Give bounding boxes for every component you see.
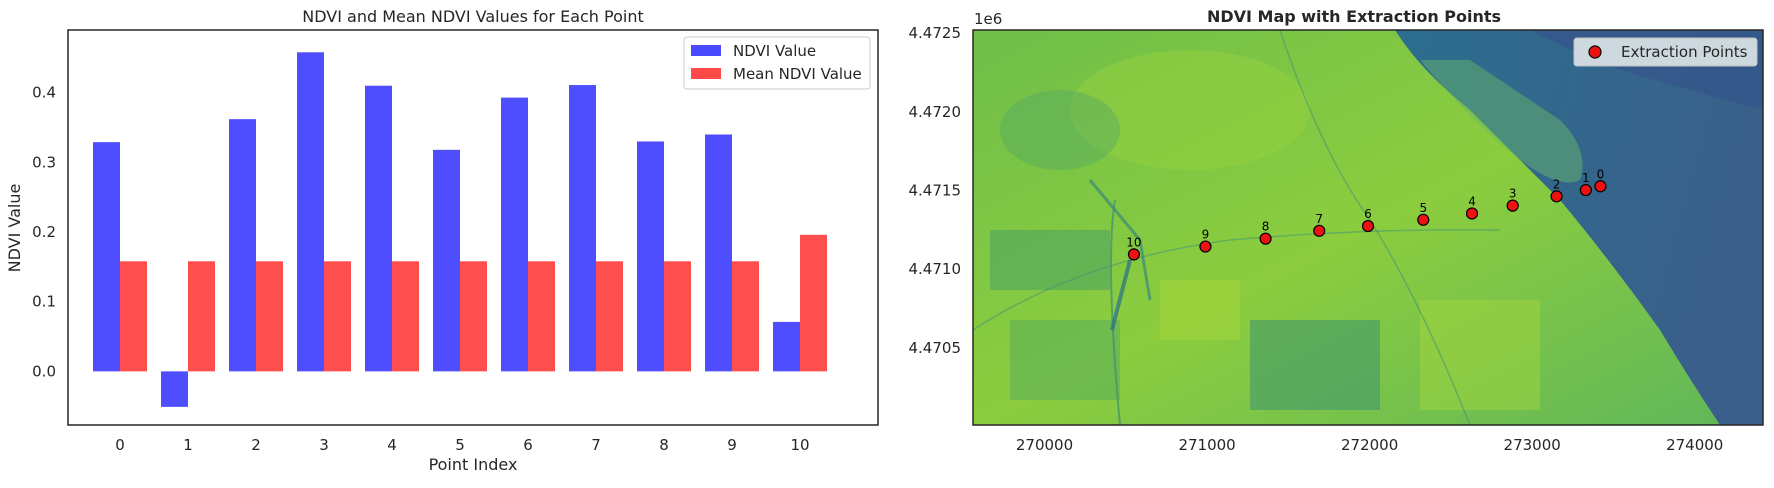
map-y-tick-label: 4.4705	[909, 339, 962, 357]
extraction-point-0	[1595, 181, 1606, 192]
map-x-tick-label: 274000	[1666, 436, 1723, 454]
extraction-point-label-6: 6	[1364, 207, 1372, 221]
bar-y-tick-label: 0.2	[32, 223, 56, 241]
extraction-point-label-7: 7	[1315, 212, 1323, 226]
bar-ndvi-4	[365, 86, 392, 372]
bar-ndvi-0	[93, 142, 120, 371]
extraction-point-label-9: 9	[1202, 228, 1210, 242]
bar-mean-ndvi-6	[528, 261, 555, 371]
bar-x-tick-label: 6	[523, 436, 533, 454]
map-chart: NDVI Map with Extraction Points 270000 27…	[909, 7, 1764, 454]
extraction-point-label-1: 1	[1582, 171, 1590, 185]
map-x-ticks: 270000 271000 272000 273000 274000	[1016, 436, 1723, 454]
extraction-point-5	[1418, 214, 1429, 225]
bar-mean-ndvi-2	[256, 261, 283, 371]
extraction-point-3	[1507, 200, 1518, 211]
bar-chart: NDVI and Mean NDVI Values for Each Point…	[5, 7, 878, 474]
bar-y-tick-label: 0.3	[32, 153, 56, 171]
bar-ndvi-2	[229, 119, 256, 371]
bar-ndvi-3	[297, 52, 324, 371]
bar-x-tick-label: 0	[115, 436, 125, 454]
extraction-point-label-0: 0	[1597, 167, 1605, 181]
bar-ndvi-7	[569, 85, 596, 371]
extraction-point-8	[1260, 233, 1271, 244]
bar-mean-ndvi-1	[188, 261, 215, 371]
bar-mean-ndvi-0	[120, 261, 147, 371]
bar-y-axis-label: NDVI Value	[5, 184, 24, 273]
bar-x-tick-label: 5	[455, 436, 465, 454]
extraction-point-label-4: 4	[1468, 194, 1476, 208]
extraction-point-7	[1314, 225, 1325, 236]
bar-mean-ndvi-9	[732, 261, 759, 371]
bar-y-tick-label: 0.4	[32, 84, 56, 102]
map-x-tick-label: 272000	[1341, 436, 1398, 454]
legend-swatch-ndvi	[691, 45, 721, 56]
legend-label-extraction-points: Extraction Points	[1621, 43, 1748, 61]
map-y-tick-label: 4.4720	[909, 103, 962, 121]
bar-x-tick-label: 10	[790, 436, 809, 454]
bar-x-tick-label: 1	[183, 436, 193, 454]
map-y-ticks: 4.4705 4.4710 4.4715 4.4720 4.4725	[909, 24, 962, 357]
extraction-point-4	[1467, 208, 1478, 219]
extraction-point-label-3: 3	[1509, 187, 1517, 201]
extraction-point-6	[1363, 221, 1374, 232]
extraction-point-1	[1580, 185, 1591, 196]
extraction-point-label-5: 5	[1419, 201, 1427, 215]
map-x-tick-label: 271000	[1178, 436, 1235, 454]
legend-label-ndvi: NDVI Value	[733, 42, 816, 60]
bars	[93, 52, 827, 407]
bar-y-tick-label: 0.1	[32, 293, 56, 311]
bar-ndvi-5	[433, 150, 460, 372]
bar-ndvi-10	[773, 322, 800, 371]
bar-x-axis-label: Point Index	[429, 455, 518, 474]
bar-ndvi-1	[161, 371, 188, 407]
extraction-point-10	[1128, 249, 1139, 260]
extraction-point-label-8: 8	[1262, 220, 1270, 234]
bar-ndvi-9	[705, 134, 732, 371]
bar-x-tick-label: 2	[251, 436, 261, 454]
bar-mean-ndvi-3	[324, 261, 351, 371]
bar-x-tick-label: 4	[387, 436, 397, 454]
bar-legend: NDVI Value Mean NDVI Value	[684, 37, 870, 89]
map-x-tick-label: 270000	[1016, 436, 1073, 454]
map-y-tick-label: 4.4725	[909, 24, 962, 42]
extraction-point-label-10: 10	[1126, 235, 1141, 249]
bar-mean-ndvi-5	[460, 261, 487, 371]
bar-mean-ndvi-10	[800, 235, 827, 372]
map-y-offset-label: 1e6	[974, 10, 1002, 28]
map-legend: Extraction Points	[1574, 38, 1757, 66]
map-x-tick-label: 273000	[1504, 436, 1561, 454]
map-y-tick-label: 4.4715	[909, 182, 962, 200]
extraction-point-label-2: 2	[1553, 177, 1561, 191]
extraction-point-9	[1200, 241, 1211, 252]
bar-ndvi-6	[501, 98, 528, 372]
bar-y-ticks: 0.0 0.1 0.2 0.3 0.4	[32, 84, 56, 381]
bar-mean-ndvi-4	[392, 261, 419, 371]
legend-label-mean-ndvi: Mean NDVI Value	[733, 65, 862, 83]
bar-y-tick-label: 0.0	[32, 362, 56, 380]
extraction-point-2	[1551, 191, 1562, 202]
bar-x-tick-label: 3	[319, 436, 329, 454]
map-y-tick-label: 4.4710	[909, 260, 962, 278]
map-chart-title: NDVI Map with Extraction Points	[1207, 7, 1501, 26]
bar-x-ticks: 0 1 2 3 4 5 6 7 8 9 10	[115, 436, 809, 454]
bar-mean-ndvi-8	[664, 261, 691, 371]
bar-mean-ndvi-7	[596, 261, 623, 371]
bar-ndvi-8	[637, 141, 664, 371]
bar-x-tick-label: 8	[659, 436, 669, 454]
bar-x-tick-label: 7	[591, 436, 601, 454]
legend-swatch-mean-ndvi	[691, 68, 721, 79]
legend-marker-extraction-points	[1589, 46, 1601, 58]
bar-x-tick-label: 9	[727, 436, 737, 454]
bar-chart-title: NDVI and Mean NDVI Values for Each Point	[302, 7, 644, 26]
